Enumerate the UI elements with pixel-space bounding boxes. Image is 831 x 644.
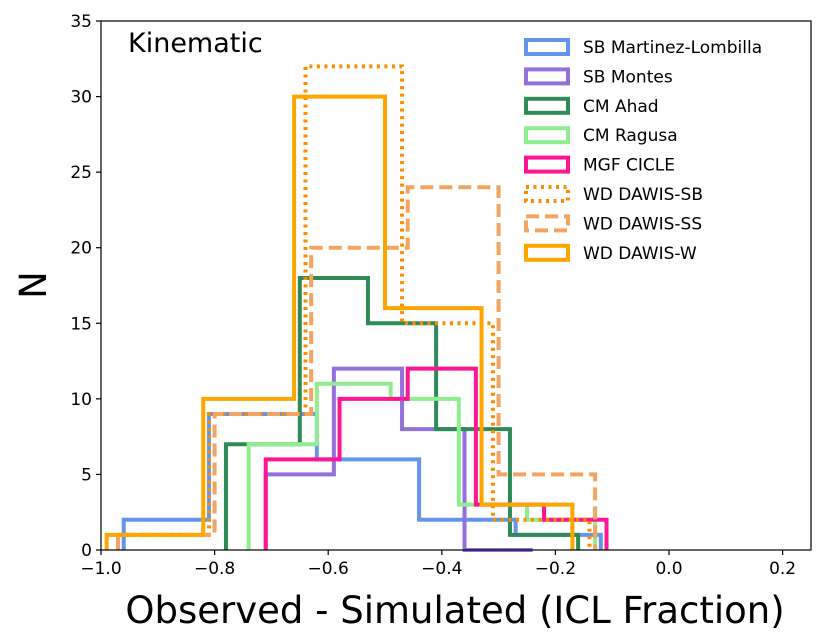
legend-swatch [524, 185, 570, 203]
y-tick-label: 5 [81, 465, 92, 485]
y-axis-title: N [12, 271, 55, 299]
x-tick-label: −1.0 [80, 559, 121, 579]
y-tick-label: 20 [70, 239, 92, 259]
y-tick-label: 0 [81, 541, 92, 561]
x-tick-label: 0.2 [769, 559, 796, 579]
axis-ticks-layer: −1.0 −0.8 −0.6 −0.4 −0.2 0.0 0.2 0 5 10 15 20 25 30 35 [70, 12, 796, 579]
legend-label: CM Ragusa [583, 126, 678, 146]
legend-swatch [524, 155, 570, 174]
legend-swatch [524, 214, 570, 233]
y-tick-label: 30 [70, 88, 92, 108]
x-tick-label: −0.4 [421, 559, 462, 579]
chart-annotation: Kinematic [128, 28, 263, 59]
y-tick-label: 15 [70, 314, 92, 334]
x-tick-label: −0.6 [308, 559, 349, 579]
legend-swatch [524, 126, 570, 145]
y-tick-label: 10 [70, 390, 92, 410]
histogram-series-cm-ragusa [246, 381, 598, 550]
y-tick-label: 25 [70, 163, 92, 183]
y-tick-label: 35 [70, 12, 92, 32]
histogram-series-sb-martinez-lombilla [121, 411, 603, 550]
x-axis-title: Observed - Simulated (ICL Fraction) [125, 589, 784, 632]
x-tick-label: 0.0 [655, 559, 682, 579]
legend-label: WD DAWIS-W [583, 244, 697, 264]
legend-swatch [524, 243, 570, 262]
legend-swatch [524, 38, 570, 56]
histogram-series-sb-montes [263, 366, 533, 552]
plot-frame [100, 20, 812, 551]
legend-label: SB Montes [583, 67, 673, 87]
legend-label: WD DAWIS-SS [583, 214, 702, 234]
histogram-series-wd-dawis-sb [116, 64, 592, 550]
legend: SB Martinez-Lombilla SB Montes CM Ahad CM R… [524, 38, 762, 264]
legend-label: WD DAWIS-SB [583, 185, 703, 205]
x-tick-label: −0.2 [535, 559, 576, 579]
legend-label: SB Martinez-Lombilla [583, 38, 762, 58]
legend-swatch [524, 96, 570, 115]
legend-label: CM Ahad [583, 97, 659, 117]
legend-label: MGF CICLE [583, 156, 675, 176]
legend-swatch [524, 67, 570, 86]
histogram-series-layer [104, 64, 609, 552]
histogram-series-wd-dawis-w [104, 94, 575, 550]
x-tick-label: −0.8 [194, 559, 235, 579]
